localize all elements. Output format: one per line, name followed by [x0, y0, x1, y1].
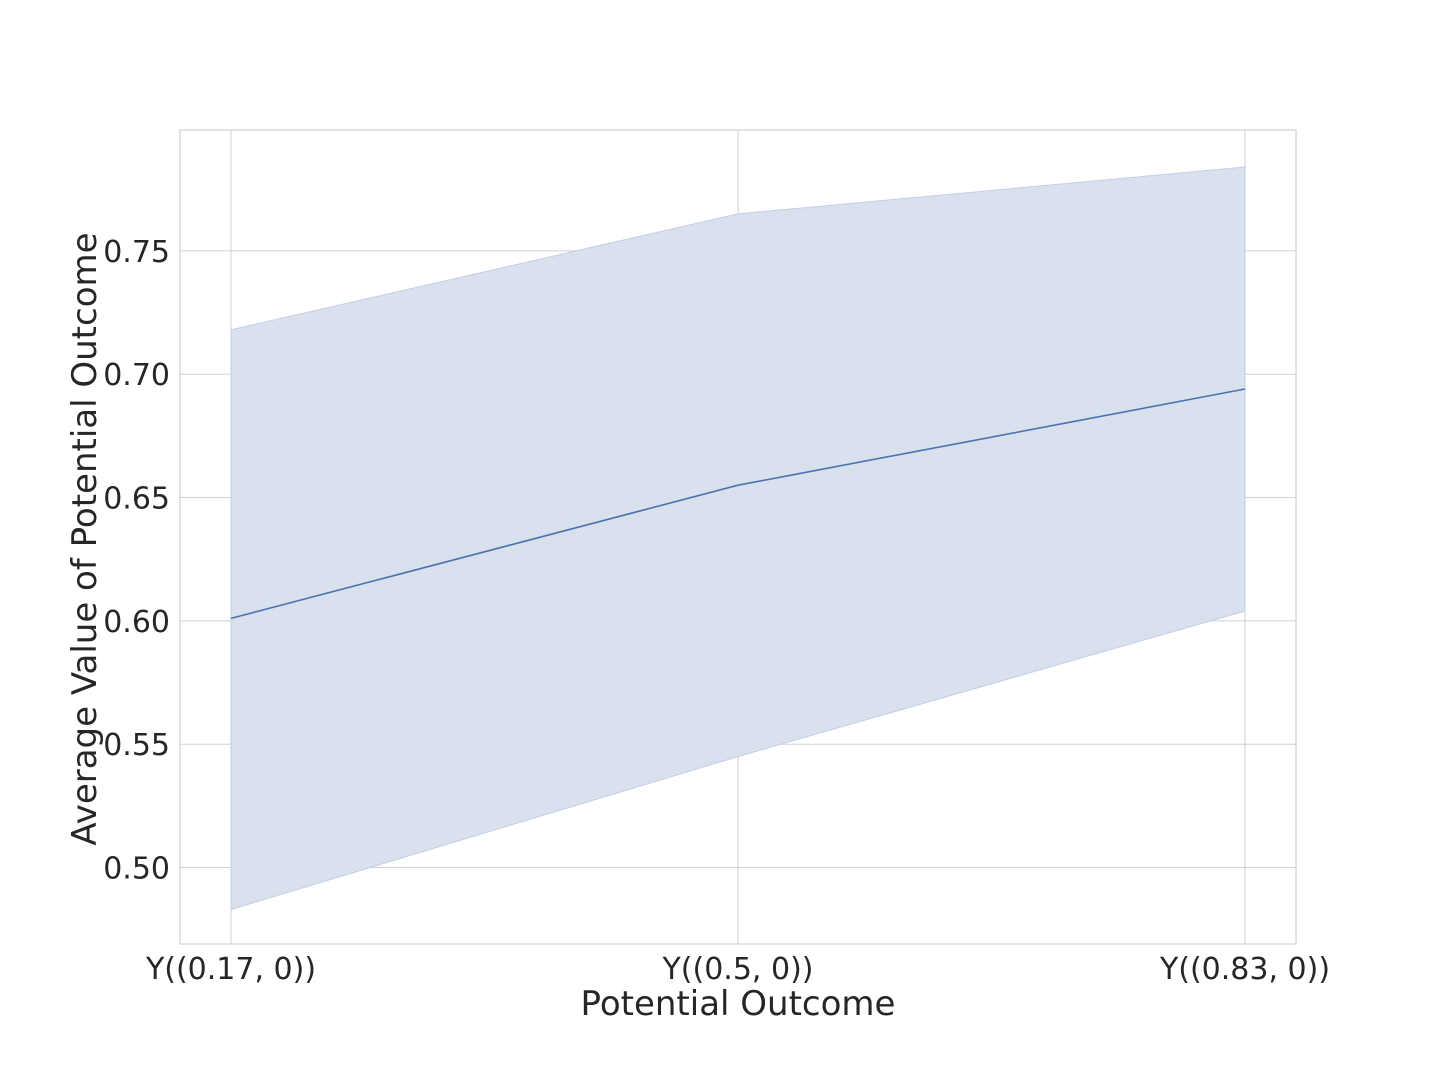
x-axis-label: Potential Outcome	[581, 984, 896, 1024]
confidence-band	[230, 166, 1246, 911]
x-tick-label: Y((0.83, 0))	[1159, 952, 1330, 987]
y-tick-label: 0.75	[103, 235, 170, 270]
y-tick-label: 0.70	[103, 358, 170, 393]
x-tick-label: Y((0.17, 0))	[145, 952, 316, 987]
x-axis-ticks: Y((0.17, 0)) Y((0.5, 0)) Y((0.83, 0))	[145, 952, 1330, 987]
y-tick-label: 0.60	[103, 605, 170, 640]
y-axis-ticks: 0.50 0.55 0.60 0.65 0.70 0.75	[103, 235, 170, 887]
y-axis-label: Average Value of Potential Outcome	[65, 232, 105, 845]
y-tick-label: 0.50	[103, 852, 170, 887]
y-tick-label: 0.55	[103, 728, 170, 763]
series-line	[230, 388, 1246, 620]
x-tick-label: Y((0.5, 0))	[661, 952, 813, 987]
plot-frame	[179, 129, 1297, 945]
y-tick-label: 0.65	[103, 482, 170, 517]
